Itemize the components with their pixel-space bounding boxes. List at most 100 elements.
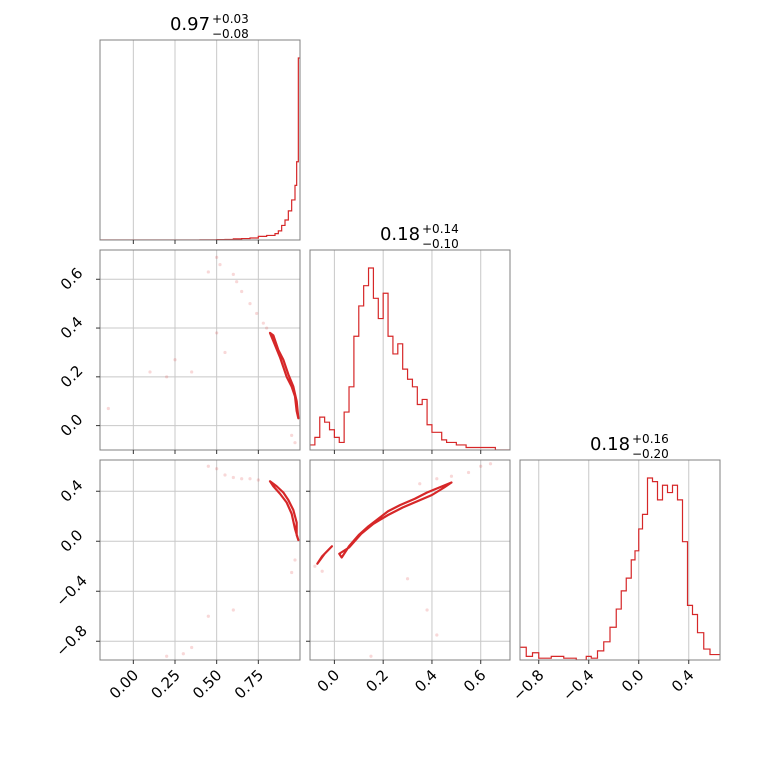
scatter-point xyxy=(479,464,483,468)
panel-row3-col2 xyxy=(306,459,511,664)
scatter-point xyxy=(231,608,235,612)
y-tick-label: 0.4 xyxy=(57,313,87,343)
x-tick-label: 0.6 xyxy=(460,666,490,696)
x-tick-label: −0.8 xyxy=(509,666,547,704)
scatter-point xyxy=(248,302,252,306)
scatter-point xyxy=(231,272,235,276)
x-tick-label: 0.00 xyxy=(106,666,142,702)
scatter-point xyxy=(240,477,244,481)
panel-frame xyxy=(309,459,511,661)
scatter-point xyxy=(215,467,219,471)
scatter-point xyxy=(425,608,429,612)
panel-frame xyxy=(519,459,721,661)
x-tick-label: 0.0 xyxy=(314,666,344,696)
contour-line xyxy=(268,331,300,420)
plot-area xyxy=(310,460,510,660)
scatter-point xyxy=(248,477,252,481)
scatter-point xyxy=(215,331,219,335)
scatter-point xyxy=(206,614,210,618)
x-tick-label: 0.25 xyxy=(147,666,183,702)
panel-diag-1: 0.97 +0.03−0.08 xyxy=(99,12,301,244)
plot-area xyxy=(310,250,510,450)
y-tick-label: −0.4 xyxy=(52,572,90,610)
scatter-point xyxy=(290,433,294,437)
scatter-point xyxy=(223,350,227,355)
panel-title: 0.97 xyxy=(170,14,210,35)
x-tick-label: 0.50 xyxy=(189,666,225,702)
panel-title: 0.18 xyxy=(380,224,420,245)
scatter-point xyxy=(235,280,239,284)
x-tick-label: 0.4 xyxy=(668,666,698,696)
x-tick-label: −0.4 xyxy=(559,666,597,704)
scatter-point xyxy=(320,569,324,573)
histogram-step xyxy=(520,477,720,660)
scatter-point xyxy=(206,270,210,274)
panel-title-upper: +0.03 xyxy=(212,12,249,26)
y-tick-label: 0.6 xyxy=(57,264,87,294)
x-tick-label: 0.2 xyxy=(362,666,392,696)
panel-title-lower: −0.20 xyxy=(632,447,669,461)
x-tick-label: 0.75 xyxy=(231,666,267,702)
scatter-point xyxy=(240,289,244,294)
panel-frame xyxy=(99,249,301,451)
x-tick-label: 0.4 xyxy=(411,666,441,696)
scatter-point xyxy=(405,577,410,581)
scatter-point xyxy=(165,654,169,658)
panel-frame xyxy=(99,459,301,661)
scatter-point xyxy=(190,370,194,374)
y-tick-label: 0.0 xyxy=(57,410,87,440)
scatter-point xyxy=(435,633,439,637)
scatter-point xyxy=(255,311,259,316)
scatter-point xyxy=(435,477,439,481)
panel-frame xyxy=(309,249,511,451)
scatter-point xyxy=(369,654,373,658)
scatter-point xyxy=(173,358,177,362)
scatter-point xyxy=(106,406,110,411)
scatter-point xyxy=(293,441,297,445)
scatter-point xyxy=(215,255,219,259)
scatter-point xyxy=(313,564,317,568)
panel-row3-col1 xyxy=(96,459,301,664)
scatter-point xyxy=(466,470,471,475)
plot-area xyxy=(100,250,300,450)
scatter-point xyxy=(293,558,297,562)
panel-diag-2: 0.18 +0.14−0.10 xyxy=(309,222,511,454)
plot-area xyxy=(520,460,720,660)
scatter-point xyxy=(290,570,294,575)
contour-line xyxy=(268,480,300,542)
x-tick-label: 0.0 xyxy=(618,666,648,696)
scatter-point xyxy=(148,370,152,374)
panel-diag-3: 0.18 +0.16−0.20 xyxy=(519,432,721,664)
panel-title-lower: −0.08 xyxy=(212,27,249,41)
scatter-point xyxy=(261,321,265,325)
plot-area xyxy=(100,40,300,240)
panel-title-upper: +0.14 xyxy=(422,222,459,236)
scatter-point xyxy=(181,652,185,656)
y-tick-label: −0.8 xyxy=(52,622,90,660)
scatter-point xyxy=(190,645,194,650)
scatter-point xyxy=(265,326,269,330)
contour-line xyxy=(338,481,453,559)
scatter-point xyxy=(223,473,227,477)
panel-title: 0.18 xyxy=(590,434,630,455)
scatter-point xyxy=(165,375,169,379)
y-tick-label: 0.4 xyxy=(57,476,87,506)
scatter-point xyxy=(206,464,210,468)
y-tick-label: 0.0 xyxy=(57,526,87,556)
scatter-point xyxy=(418,482,422,486)
panel-title-lower: −0.10 xyxy=(422,237,459,251)
contour-line xyxy=(316,545,334,565)
panel-row2-col1 xyxy=(96,249,301,454)
y-tick-label: 0.2 xyxy=(57,362,87,392)
panel-title-upper: +0.16 xyxy=(632,432,669,446)
plot-area xyxy=(100,460,300,660)
scatter-point xyxy=(256,478,260,482)
scatter-point xyxy=(231,475,235,480)
histogram-step xyxy=(100,57,300,240)
histogram-step xyxy=(310,267,510,450)
scatter-point xyxy=(488,462,493,466)
panel-frame xyxy=(99,39,301,241)
scatter-point xyxy=(218,263,222,267)
scatter-point xyxy=(449,474,454,478)
